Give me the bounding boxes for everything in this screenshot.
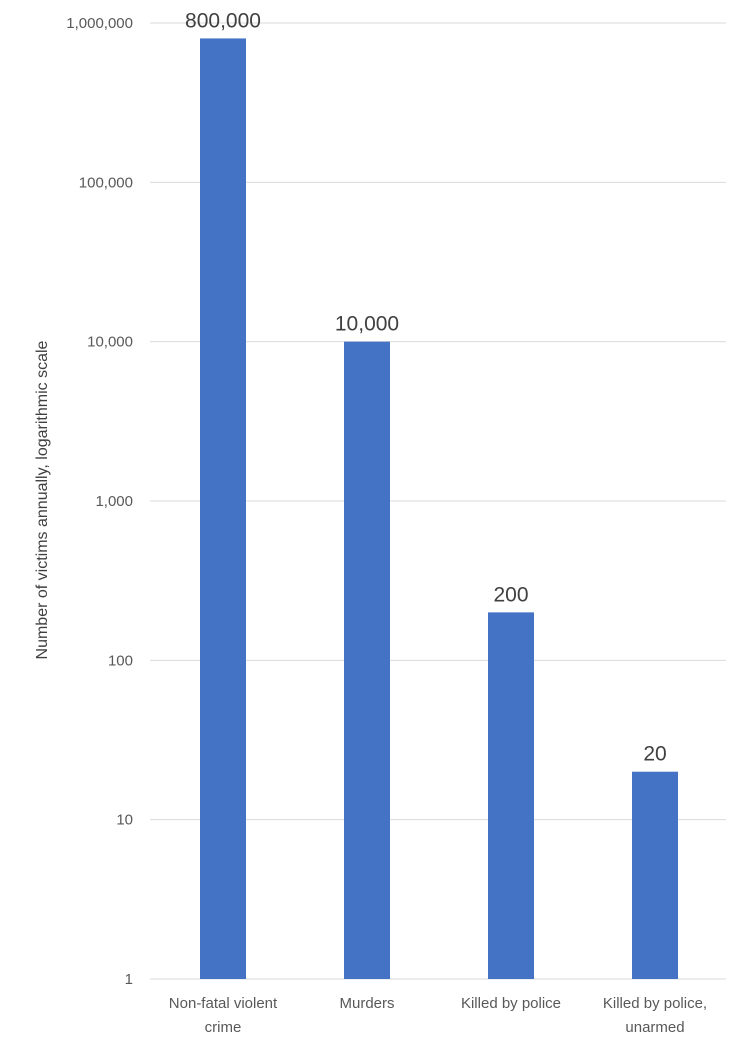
data-label: 20: [643, 743, 666, 766]
x-category-label: Non-fatal violent: [169, 995, 278, 1012]
bar: [200, 38, 246, 980]
y-tick-label: 1,000: [95, 493, 133, 510]
x-category-label: Murders: [339, 995, 394, 1012]
y-tick-label: 1,000,000: [66, 15, 133, 32]
x-axis-labels: Non-fatal violent crime Murders Killed by p…: [169, 995, 707, 1036]
y-tick-label: 10: [116, 812, 133, 829]
y-axis-ticks: 1 10 100 1,000 10,000 100,000 1,000,000: [66, 15, 133, 988]
y-tick-label: 10,000: [87, 334, 133, 351]
data-label: 200: [493, 583, 528, 606]
data-label: 10,000: [335, 313, 399, 336]
bar: [488, 612, 534, 979]
data-labels: 800,000 10,000 200 20: [185, 9, 667, 765]
y-tick-label: 100,000: [79, 174, 133, 191]
x-category-label: Killed by police,: [603, 995, 707, 1012]
bars: [200, 38, 678, 980]
x-category-label: Killed by police: [461, 995, 561, 1012]
x-category-label: crime: [205, 1019, 242, 1036]
y-tick-label: 100: [108, 652, 133, 669]
y-axis-title: Number of victims annually, logarithmic …: [34, 340, 51, 659]
bar: [344, 341, 390, 980]
bar: [632, 771, 678, 979]
data-label: 800,000: [185, 9, 261, 32]
y-tick-label: 1: [125, 971, 133, 988]
x-category-label: unarmed: [625, 1019, 684, 1036]
